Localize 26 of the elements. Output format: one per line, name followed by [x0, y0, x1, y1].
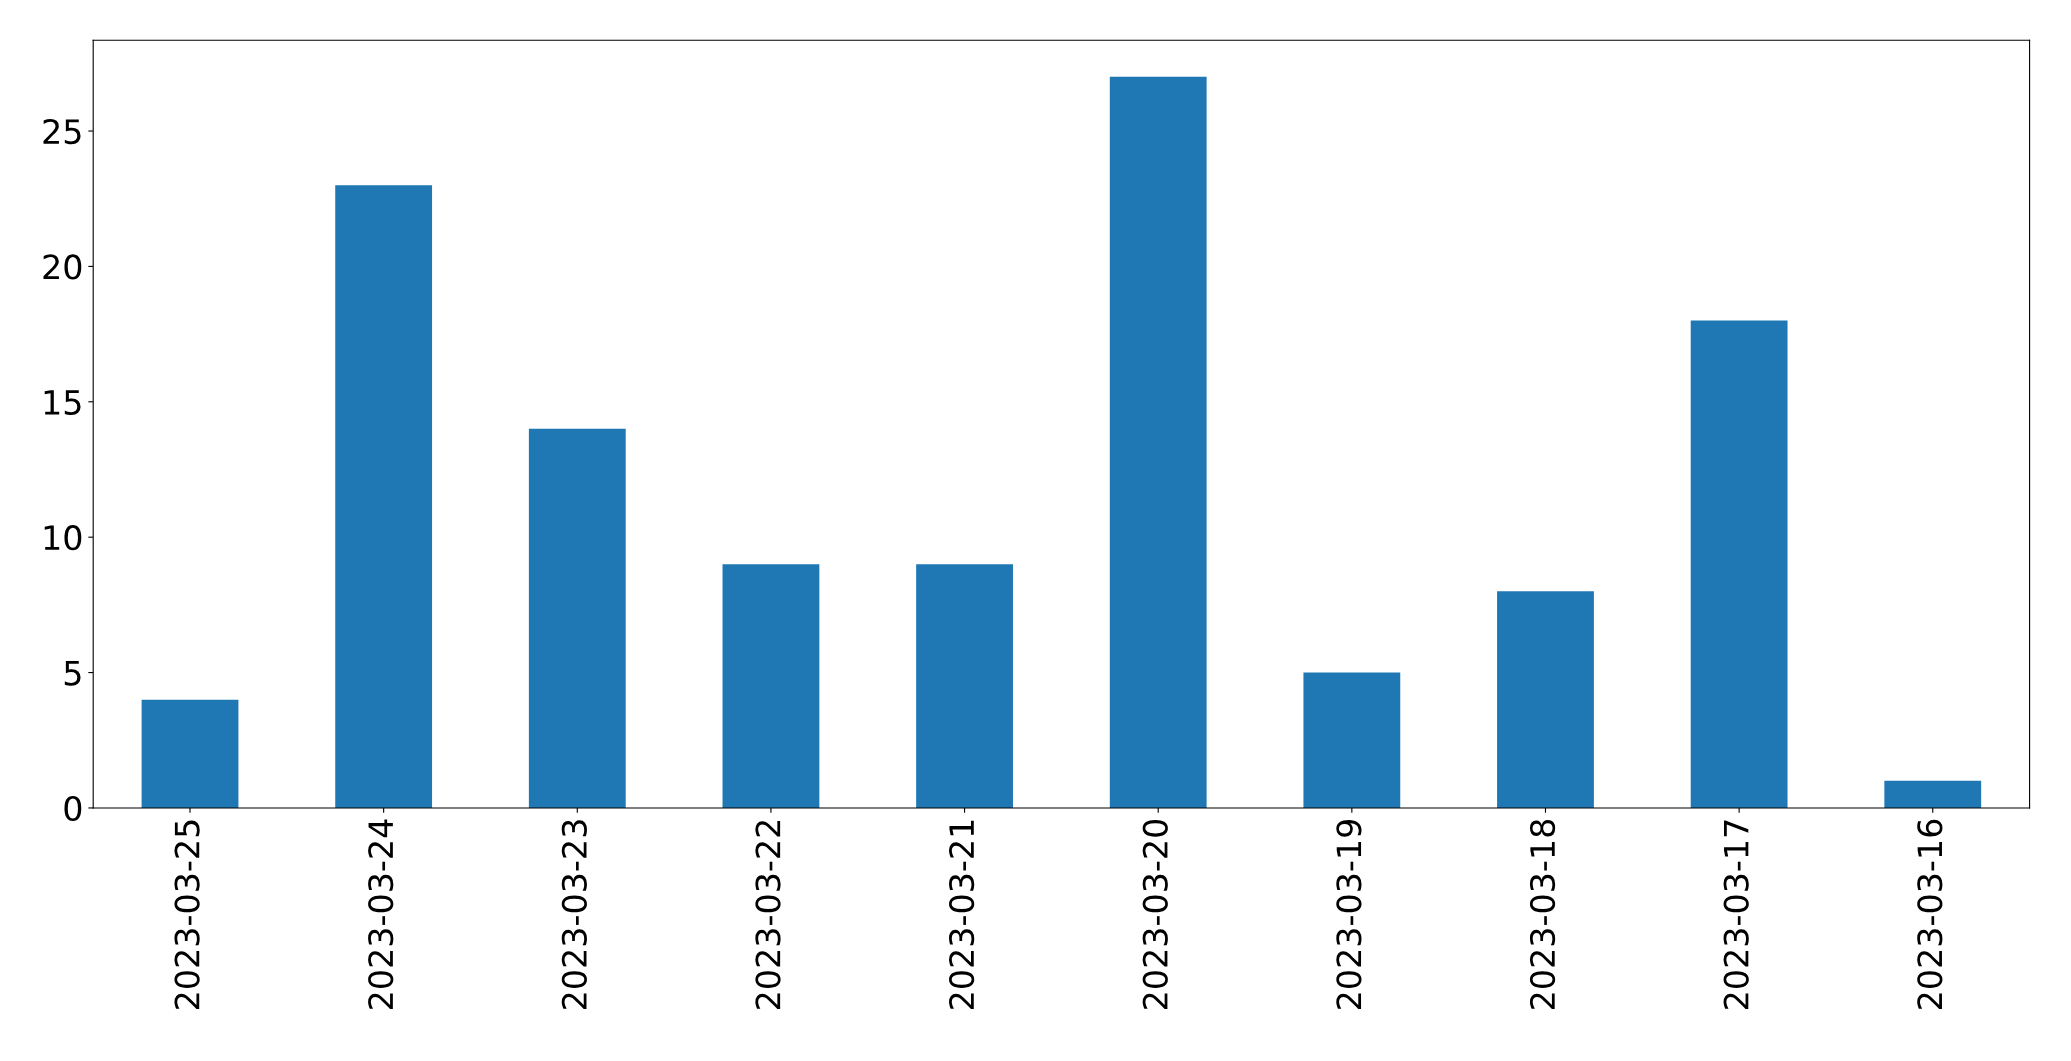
bar [335, 185, 433, 808]
x-tick-label: 2023-03-22 [755, 821, 781, 1009]
x-tick-label: 2023-03-21 [949, 820, 975, 1009]
bar [141, 699, 239, 808]
bar [1497, 591, 1594, 808]
x-tick-label: 2023-03-23 [561, 820, 587, 1009]
y-tick-label: 15 [44, 390, 81, 415]
y-tick-label: 0 [64, 795, 82, 822]
x-tick-label: 2023-03-17 [1723, 820, 1749, 1009]
y-tick-label: 10 [44, 525, 82, 551]
bar [722, 564, 820, 808]
x-tick-label: 2023-03-18 [1529, 819, 1556, 1009]
bar [916, 564, 1013, 808]
x-tick-label: 2023-03-24 [368, 819, 394, 1009]
x-tick-label: 2023-03-25 [174, 820, 200, 1009]
y-tick-label: 5 [64, 660, 81, 686]
bar [1690, 320, 1788, 808]
bar [1303, 672, 1401, 808]
y-tick-label: 20 [43, 254, 82, 280]
x-tick-label: 2023-03-16 [1917, 819, 1943, 1009]
x-tick-label: 2023-03-20 [1142, 819, 1168, 1009]
y-tick-label: 25 [43, 118, 81, 145]
x-tick-label: 2023-03-19 [1336, 820, 1362, 1009]
bar [528, 428, 626, 808]
bar [1884, 780, 1982, 808]
bar [1109, 76, 1207, 808]
